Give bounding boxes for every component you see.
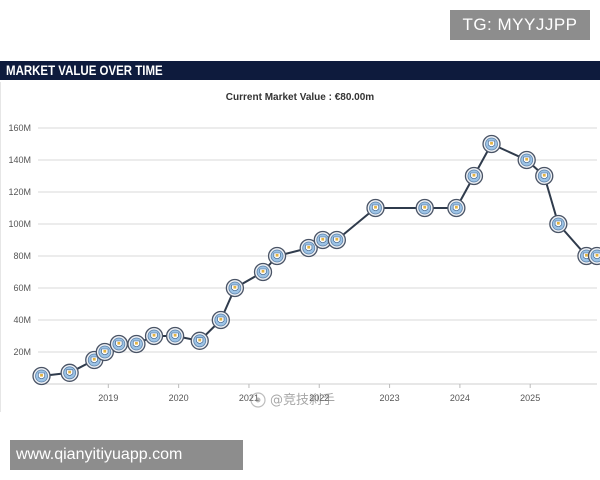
y-tick-label: 140M bbox=[8, 155, 31, 165]
y-tick-label: 20M bbox=[13, 347, 31, 357]
data-point-marker[interactable]: 60M bbox=[225, 278, 245, 298]
y-tick-label: 160M bbox=[8, 123, 31, 133]
data-point-marker[interactable]: 70M bbox=[253, 262, 273, 282]
data-point-marker[interactable]: 110M bbox=[366, 198, 385, 218]
y-tick-label: 100M bbox=[8, 219, 31, 229]
x-tick-label: 2022 bbox=[309, 393, 329, 403]
data-point-marker[interactable]: 30M bbox=[165, 326, 185, 346]
data-point-marker[interactable]: 130M bbox=[535, 166, 554, 186]
data-point-marker[interactable]: 25M bbox=[127, 334, 146, 354]
section-header: MARKET VALUE OVER TIME bbox=[0, 61, 600, 80]
markers: 5M7M15M20M25M25M30M30M27M40M60M70M80M85M… bbox=[32, 134, 600, 386]
data-point-marker[interactable]: 140M bbox=[517, 150, 536, 170]
data-point-marker[interactable]: 90M bbox=[327, 230, 346, 250]
data-point-marker[interactable]: 20M bbox=[95, 342, 114, 362]
y-tick-label: 80M bbox=[13, 251, 31, 261]
telegram-badge: TG: MYYJJPP bbox=[450, 10, 590, 40]
data-point-marker[interactable]: 100M bbox=[549, 214, 568, 234]
y-tick-label: 40M bbox=[13, 315, 31, 325]
watermark-logo bbox=[250, 392, 266, 408]
y-tick-label: 120M bbox=[8, 187, 31, 197]
data-point-marker[interactable]: 27M bbox=[190, 331, 209, 350]
x-tick-label: 2023 bbox=[380, 393, 400, 403]
section-title: MARKET VALUE OVER TIME bbox=[6, 62, 163, 78]
data-point-marker[interactable]: 80M bbox=[587, 246, 600, 266]
data-point-marker[interactable]: 110M bbox=[415, 198, 434, 218]
axes: 20M 40M 60M 80M 100M 120M 140M 160M 2019 2020 2021… bbox=[8, 123, 597, 403]
data-point-marker[interactable]: 7M bbox=[60, 363, 79, 382]
data-point-marker[interactable]: 25M bbox=[109, 334, 129, 354]
data-point-marker[interactable]: 90M bbox=[313, 230, 332, 250]
chart-title: Current Market Value : €80.00m bbox=[225, 92, 375, 103]
watermark: @竞技刹手 bbox=[250, 392, 335, 408]
data-point-marker[interactable]: 85M bbox=[299, 238, 318, 258]
data-point-marker[interactable]: 110M bbox=[447, 198, 466, 218]
y-tick-label: 60M bbox=[13, 283, 31, 293]
data-point-marker[interactable]: 80M bbox=[267, 246, 287, 266]
market-value-chart: 20M 40M 60M 80M 100M 120M 140M 160M 2019 2020 2021… bbox=[8, 123, 600, 408]
x-tick-label: 2021 bbox=[239, 393, 259, 403]
data-point-marker[interactable]: 40M bbox=[211, 310, 230, 330]
x-tick-label: 2024 bbox=[450, 393, 470, 403]
x-tick-label: 2020 bbox=[169, 393, 189, 403]
data-point-marker[interactable]: 5M bbox=[32, 366, 51, 386]
data-point-marker[interactable]: 150M bbox=[482, 134, 501, 154]
data-point-marker[interactable]: 30M bbox=[144, 326, 164, 346]
data-point-marker[interactable]: 130M bbox=[464, 166, 484, 186]
watermark-text: @竞技刹手 bbox=[270, 392, 335, 408]
x-tick-label: 2019 bbox=[98, 393, 118, 403]
x-tick-label: 2025 bbox=[520, 393, 540, 403]
website-badge: www.qianyitiyuapp.com bbox=[10, 440, 243, 470]
grid bbox=[38, 127, 597, 353]
